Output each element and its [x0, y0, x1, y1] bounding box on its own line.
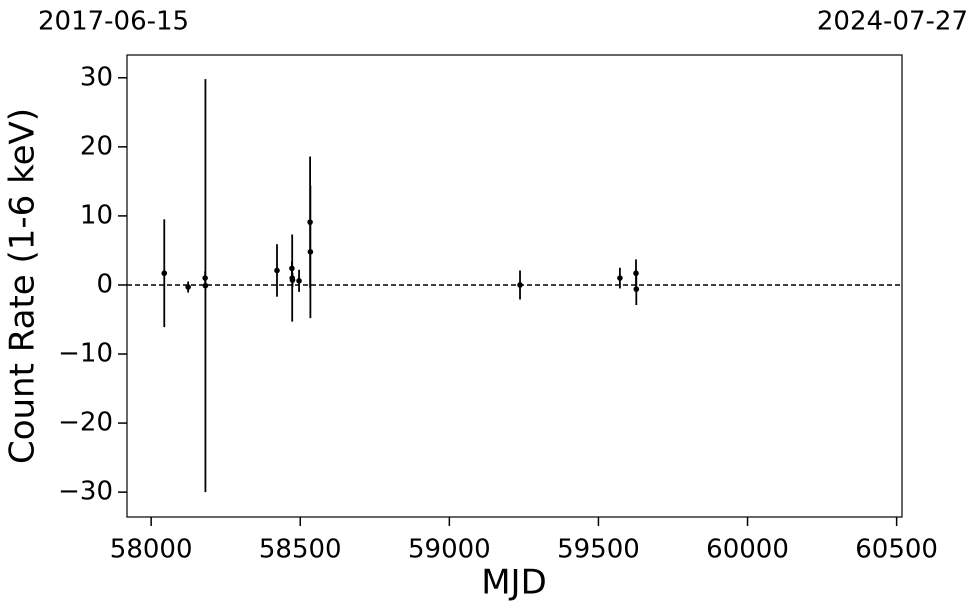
x-axis-label: MJD [481, 563, 547, 603]
y-tick-label: −20 [58, 408, 113, 438]
data-point [202, 282, 209, 289]
top-right-label: 2024-07-27 [817, 7, 968, 37]
data-point [185, 284, 191, 290]
plot-frame [126, 54, 903, 518]
x-tick-label: 59500 [557, 535, 640, 565]
data-point [617, 275, 623, 281]
data-point [517, 282, 523, 288]
x-tick-label: 58500 [259, 535, 342, 565]
y-tick-label: −10 [58, 339, 113, 369]
x-tick-label: 58000 [110, 535, 193, 565]
x-tick-label: 59000 [408, 535, 491, 565]
data-point [161, 270, 168, 277]
y-tick-label: 0 [96, 269, 113, 299]
y-axis-label: Count Rate (1-6 keV) [3, 108, 43, 464]
y-tick-label: 20 [80, 131, 113, 161]
data-point [289, 277, 296, 283]
y-tick-label: 30 [80, 62, 113, 92]
data-point [274, 267, 280, 274]
y-tick-label: 10 [80, 200, 113, 230]
data-point [633, 286, 640, 292]
top-left-label: 2017-06-15 [38, 7, 189, 37]
y-tick-label: −30 [58, 477, 113, 507]
x-tick-label: 60000 [706, 535, 789, 565]
data-point [296, 278, 302, 284]
data-point [307, 249, 314, 255]
x-tick-label: 60500 [855, 535, 938, 565]
